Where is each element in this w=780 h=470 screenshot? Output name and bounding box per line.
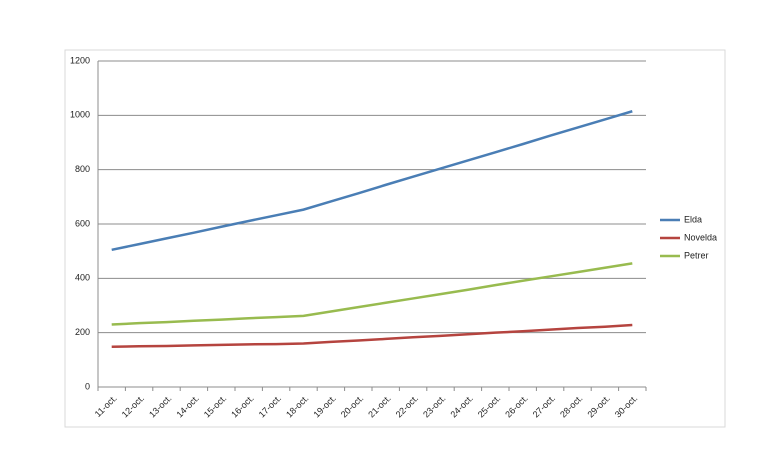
y-tick-label: 200 bbox=[75, 327, 90, 337]
y-tick-label: 1200 bbox=[70, 55, 90, 65]
legend-label: Petrer bbox=[684, 250, 709, 260]
series-line bbox=[111, 323, 633, 349]
y-tick-label: 1000 bbox=[70, 110, 90, 120]
y-tick-label: 600 bbox=[75, 218, 90, 228]
chart-border bbox=[64, 49, 726, 428]
series-line bbox=[111, 110, 633, 252]
legend-label: Elda bbox=[684, 214, 702, 224]
y-tick-label: 800 bbox=[75, 164, 90, 174]
legend-label: Novelda bbox=[684, 232, 717, 242]
y-tick-label: 400 bbox=[75, 273, 90, 283]
y-tick-label: 0 bbox=[85, 381, 90, 391]
series-line bbox=[111, 262, 633, 326]
